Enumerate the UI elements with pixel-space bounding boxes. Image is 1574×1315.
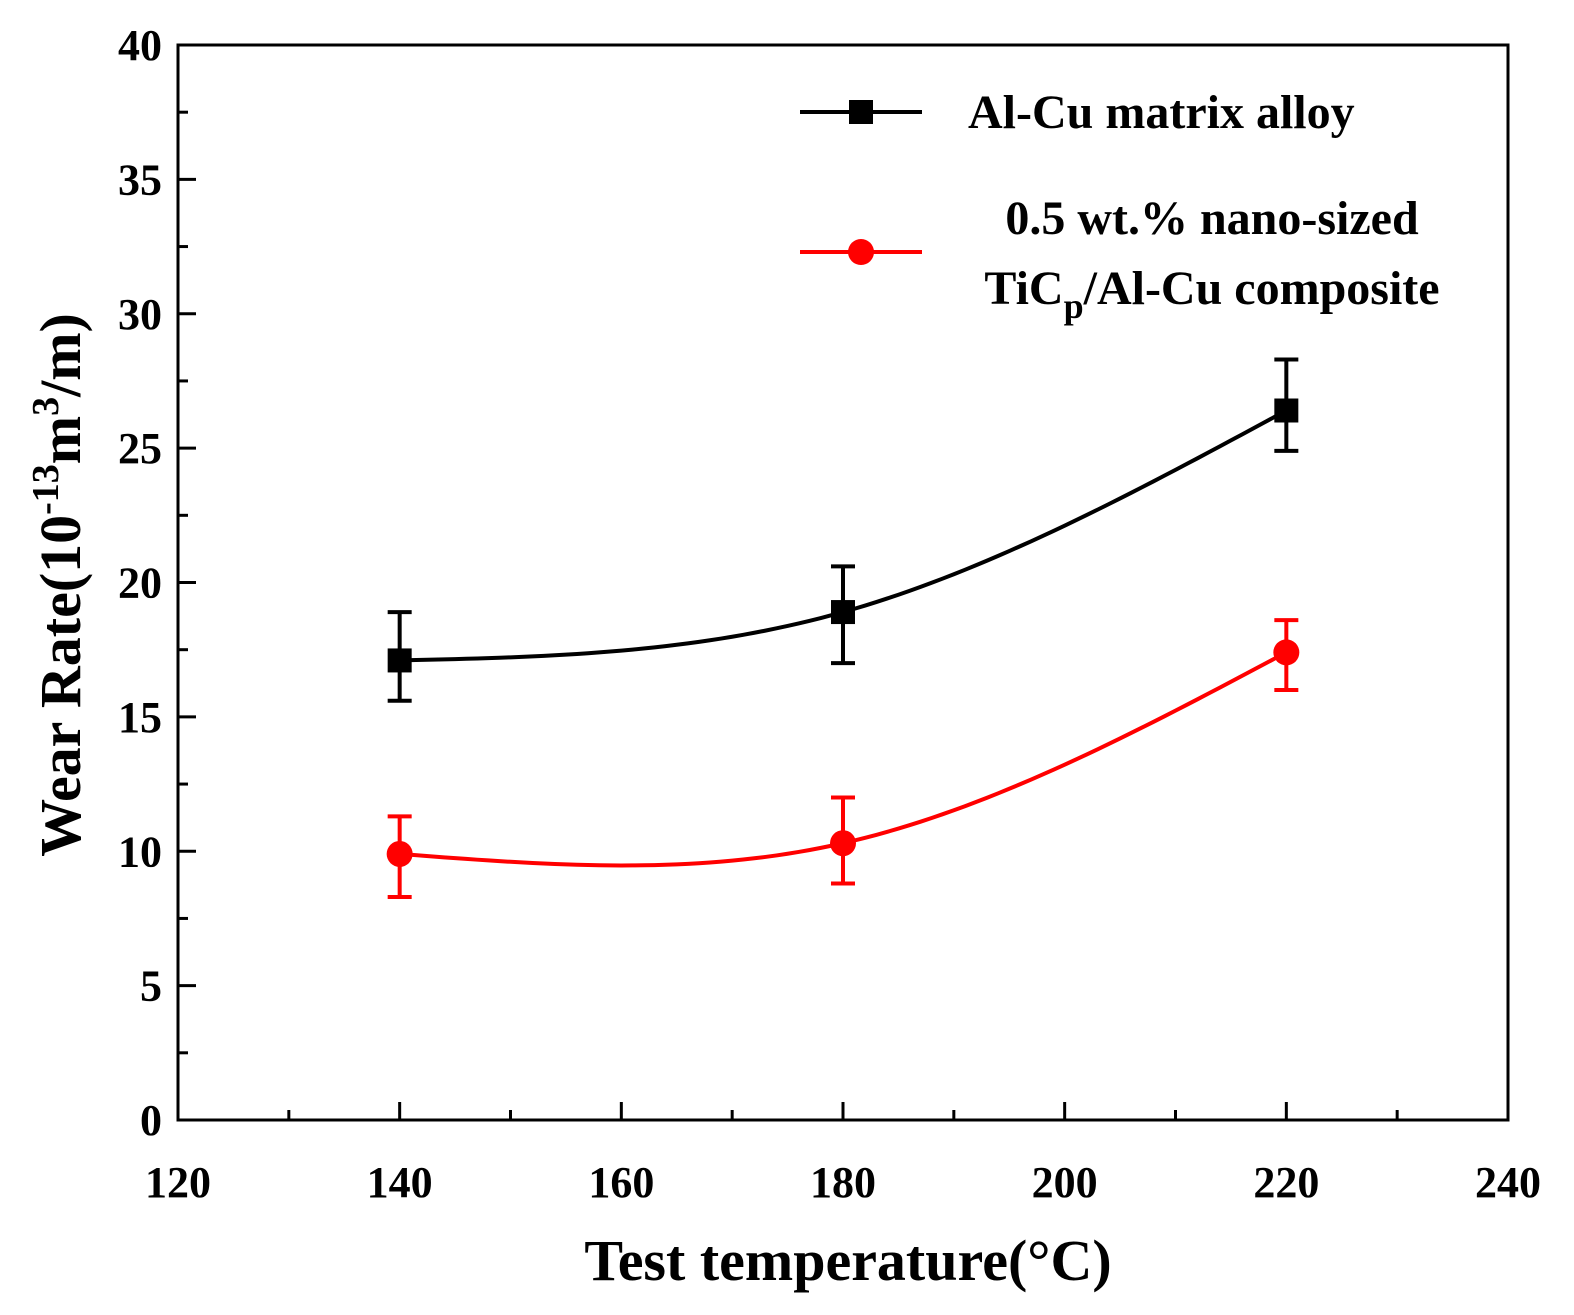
y-tick-label: 5 bbox=[140, 962, 162, 1011]
x-tick-label: 180 bbox=[810, 1158, 876, 1207]
x-tick-label: 120 bbox=[145, 1158, 211, 1207]
data-point-circle bbox=[386, 840, 413, 867]
legend-label-subscript: p bbox=[1064, 286, 1084, 326]
y-tick-label: 40 bbox=[118, 21, 162, 70]
legend-label-composite-line2: TiCp/Al-Cu composite bbox=[984, 262, 1439, 326]
axis-labels: Test temperature(°C) Wear Rate(10-13m3/m… bbox=[25, 313, 1112, 1293]
legend-label-part: /Al-Cu composite bbox=[1083, 262, 1440, 315]
legend-label-part: TiC bbox=[984, 262, 1063, 315]
axes-layer: 120 140 160 180 200 220 240 0 5 10 15 20 25 30 35 40 bbox=[118, 21, 1541, 1207]
legend-marker-composite bbox=[848, 239, 874, 265]
y-axis-title-mid: m bbox=[28, 416, 93, 464]
y-tick-label: 0 bbox=[140, 1096, 162, 1145]
x-tick-label: 220 bbox=[1253, 1158, 1319, 1207]
x-tick-label: 200 bbox=[1032, 1158, 1098, 1207]
data-point-square bbox=[831, 600, 855, 625]
x-axis-title: Test temperature(°C) bbox=[584, 1228, 1111, 1293]
y-tick-label: 20 bbox=[118, 559, 162, 608]
data-point-square bbox=[387, 648, 412, 673]
series-0 bbox=[387, 357, 1299, 703]
y-axis-title: Wear Rate(10-13m3/m) bbox=[25, 313, 93, 857]
y-axis-title-exp: -13 bbox=[25, 464, 67, 515]
y-axis-title-prefix: Wear Rate(10 bbox=[28, 515, 93, 857]
x-tick-label: 240 bbox=[1475, 1158, 1541, 1207]
y-axis-title-suffix: /m) bbox=[28, 313, 93, 398]
legend-label-composite-line1: 0.5 wt.% nano-sized bbox=[1005, 192, 1419, 245]
data-point-circle bbox=[1273, 639, 1300, 666]
legend: Al-Cu matrix alloy 0.5 wt.% nano-sized TiC… bbox=[800, 86, 1440, 326]
data-point-square bbox=[1274, 398, 1299, 423]
legend-marker-matrix bbox=[849, 100, 873, 124]
x-tick-label: 140 bbox=[367, 1158, 433, 1207]
y-tick-label: 15 bbox=[118, 693, 162, 742]
legend-label-matrix: Al-Cu matrix alloy bbox=[968, 86, 1355, 139]
x-tick-label: 160 bbox=[588, 1158, 654, 1207]
y-tick-label: 30 bbox=[118, 290, 162, 339]
series-1 bbox=[386, 618, 1300, 899]
y-tick-label: 10 bbox=[118, 827, 162, 876]
data-point-circle bbox=[830, 830, 856, 857]
y-tick-label: 35 bbox=[118, 155, 162, 204]
y-axis-title-exp2: 3 bbox=[25, 397, 67, 416]
y-tick-label: 25 bbox=[118, 424, 162, 473]
series-layer bbox=[386, 357, 1300, 899]
